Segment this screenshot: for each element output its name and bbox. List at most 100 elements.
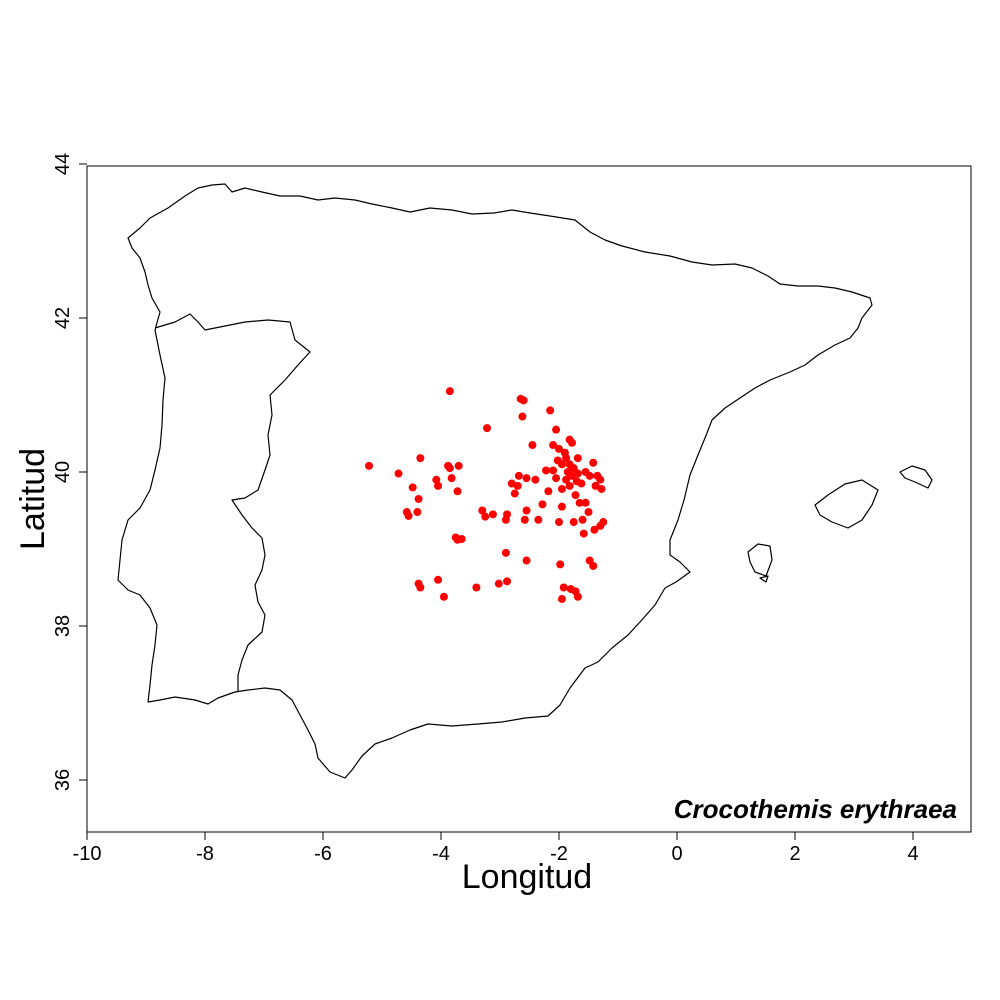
observation-point — [573, 454, 582, 463]
observation-point — [552, 425, 561, 434]
observation-point — [472, 583, 481, 592]
observation-point — [510, 489, 519, 498]
observation-point — [488, 510, 497, 519]
iberia-coastline — [117, 183, 873, 779]
observation-point — [447, 474, 456, 483]
observation-point — [553, 456, 562, 465]
observation-point — [578, 515, 587, 524]
observation-point — [394, 469, 403, 478]
observation-point — [557, 484, 566, 493]
observation-point — [528, 441, 537, 450]
observation-point — [565, 481, 574, 490]
observation-point — [534, 515, 543, 524]
observation-point — [483, 424, 492, 433]
observation-point — [445, 464, 454, 473]
x-tick-label: -2 — [550, 843, 568, 865]
observation-point — [519, 396, 528, 405]
observation-point — [416, 454, 425, 463]
x-tick-label: -10 — [73, 843, 102, 865]
observation-point — [434, 481, 443, 490]
observation-point — [416, 583, 425, 592]
x-tick-label: 4 — [907, 843, 918, 865]
observation-point — [365, 461, 374, 470]
observation-point — [590, 525, 599, 534]
observation-point — [451, 533, 460, 542]
observation-point — [575, 498, 584, 507]
observation-point — [557, 502, 566, 511]
menorca-island — [899, 465, 933, 489]
y-tick-label: 40 — [52, 461, 74, 483]
observation-point — [593, 471, 602, 480]
observation-point — [544, 487, 553, 496]
observation-points — [365, 387, 608, 604]
species-label: Crocothemis erythraea — [674, 794, 957, 824]
observation-point — [565, 460, 574, 469]
x-tick-label: -4 — [432, 843, 450, 865]
observation-point — [454, 461, 463, 470]
observation-point — [552, 474, 561, 483]
y-tick-label: 38 — [52, 615, 74, 637]
observation-point — [556, 560, 565, 569]
x-axis-title: Longitud — [462, 858, 592, 896]
observation-point — [573, 592, 582, 601]
observation-point — [522, 506, 531, 515]
observation-point — [414, 494, 423, 503]
observation-point — [571, 491, 580, 500]
observation-point — [413, 508, 422, 517]
observation-point — [569, 518, 578, 527]
ibiza-island — [747, 543, 773, 577]
observation-point — [549, 441, 558, 450]
x-tick-label: 0 — [671, 843, 682, 865]
plot-frame — [86, 165, 972, 833]
observation-point — [453, 487, 462, 496]
x-tick-label: -8 — [196, 843, 214, 865]
observation-point — [494, 579, 503, 588]
y-axis-title: Latitud — [14, 448, 52, 550]
observation-point — [572, 477, 581, 486]
observation-point — [439, 592, 448, 601]
observation-point — [589, 561, 598, 570]
observation-point — [597, 484, 606, 493]
y-axis: 36 38 40 42 44 — [52, 153, 87, 791]
observation-point — [522, 556, 531, 565]
observation-point — [408, 483, 417, 492]
observation-point — [562, 454, 571, 463]
y-tick-label: 42 — [52, 307, 74, 329]
observation-point — [562, 475, 571, 484]
observation-point — [557, 595, 566, 604]
x-tick-label: 2 — [789, 843, 800, 865]
observation-point — [478, 506, 487, 515]
y-tick-label: 36 — [52, 769, 74, 791]
observation-point — [434, 575, 443, 584]
observation-point — [555, 444, 563, 453]
x-tick-label: -6 — [314, 843, 332, 865]
observation-point — [501, 548, 510, 557]
observation-point — [503, 577, 512, 586]
mallorca-island — [814, 479, 879, 529]
observation-point — [503, 510, 512, 519]
observation-point — [514, 471, 523, 480]
observation-point — [581, 498, 590, 507]
observation-point — [432, 475, 441, 484]
observation-point — [589, 458, 598, 467]
portugal-border — [154, 313, 311, 692]
observation-point — [555, 518, 563, 527]
observation-point — [542, 466, 551, 475]
observation-point — [538, 500, 547, 509]
observation-point — [596, 521, 605, 530]
observation-point — [518, 412, 527, 421]
observation-point — [513, 481, 522, 490]
observation-point — [546, 406, 555, 415]
observation-point — [404, 511, 413, 520]
formentera-island — [759, 575, 769, 583]
observation-point — [559, 583, 568, 592]
observation-point — [549, 466, 558, 475]
observation-point — [520, 515, 529, 524]
observation-point — [567, 438, 576, 447]
observation-point — [591, 481, 600, 490]
x-axis: -10 -8 -6 -4 -2 0 2 4 — [73, 832, 919, 865]
observation-point — [584, 508, 593, 517]
observation-point — [481, 512, 490, 521]
observation-point — [531, 475, 540, 484]
